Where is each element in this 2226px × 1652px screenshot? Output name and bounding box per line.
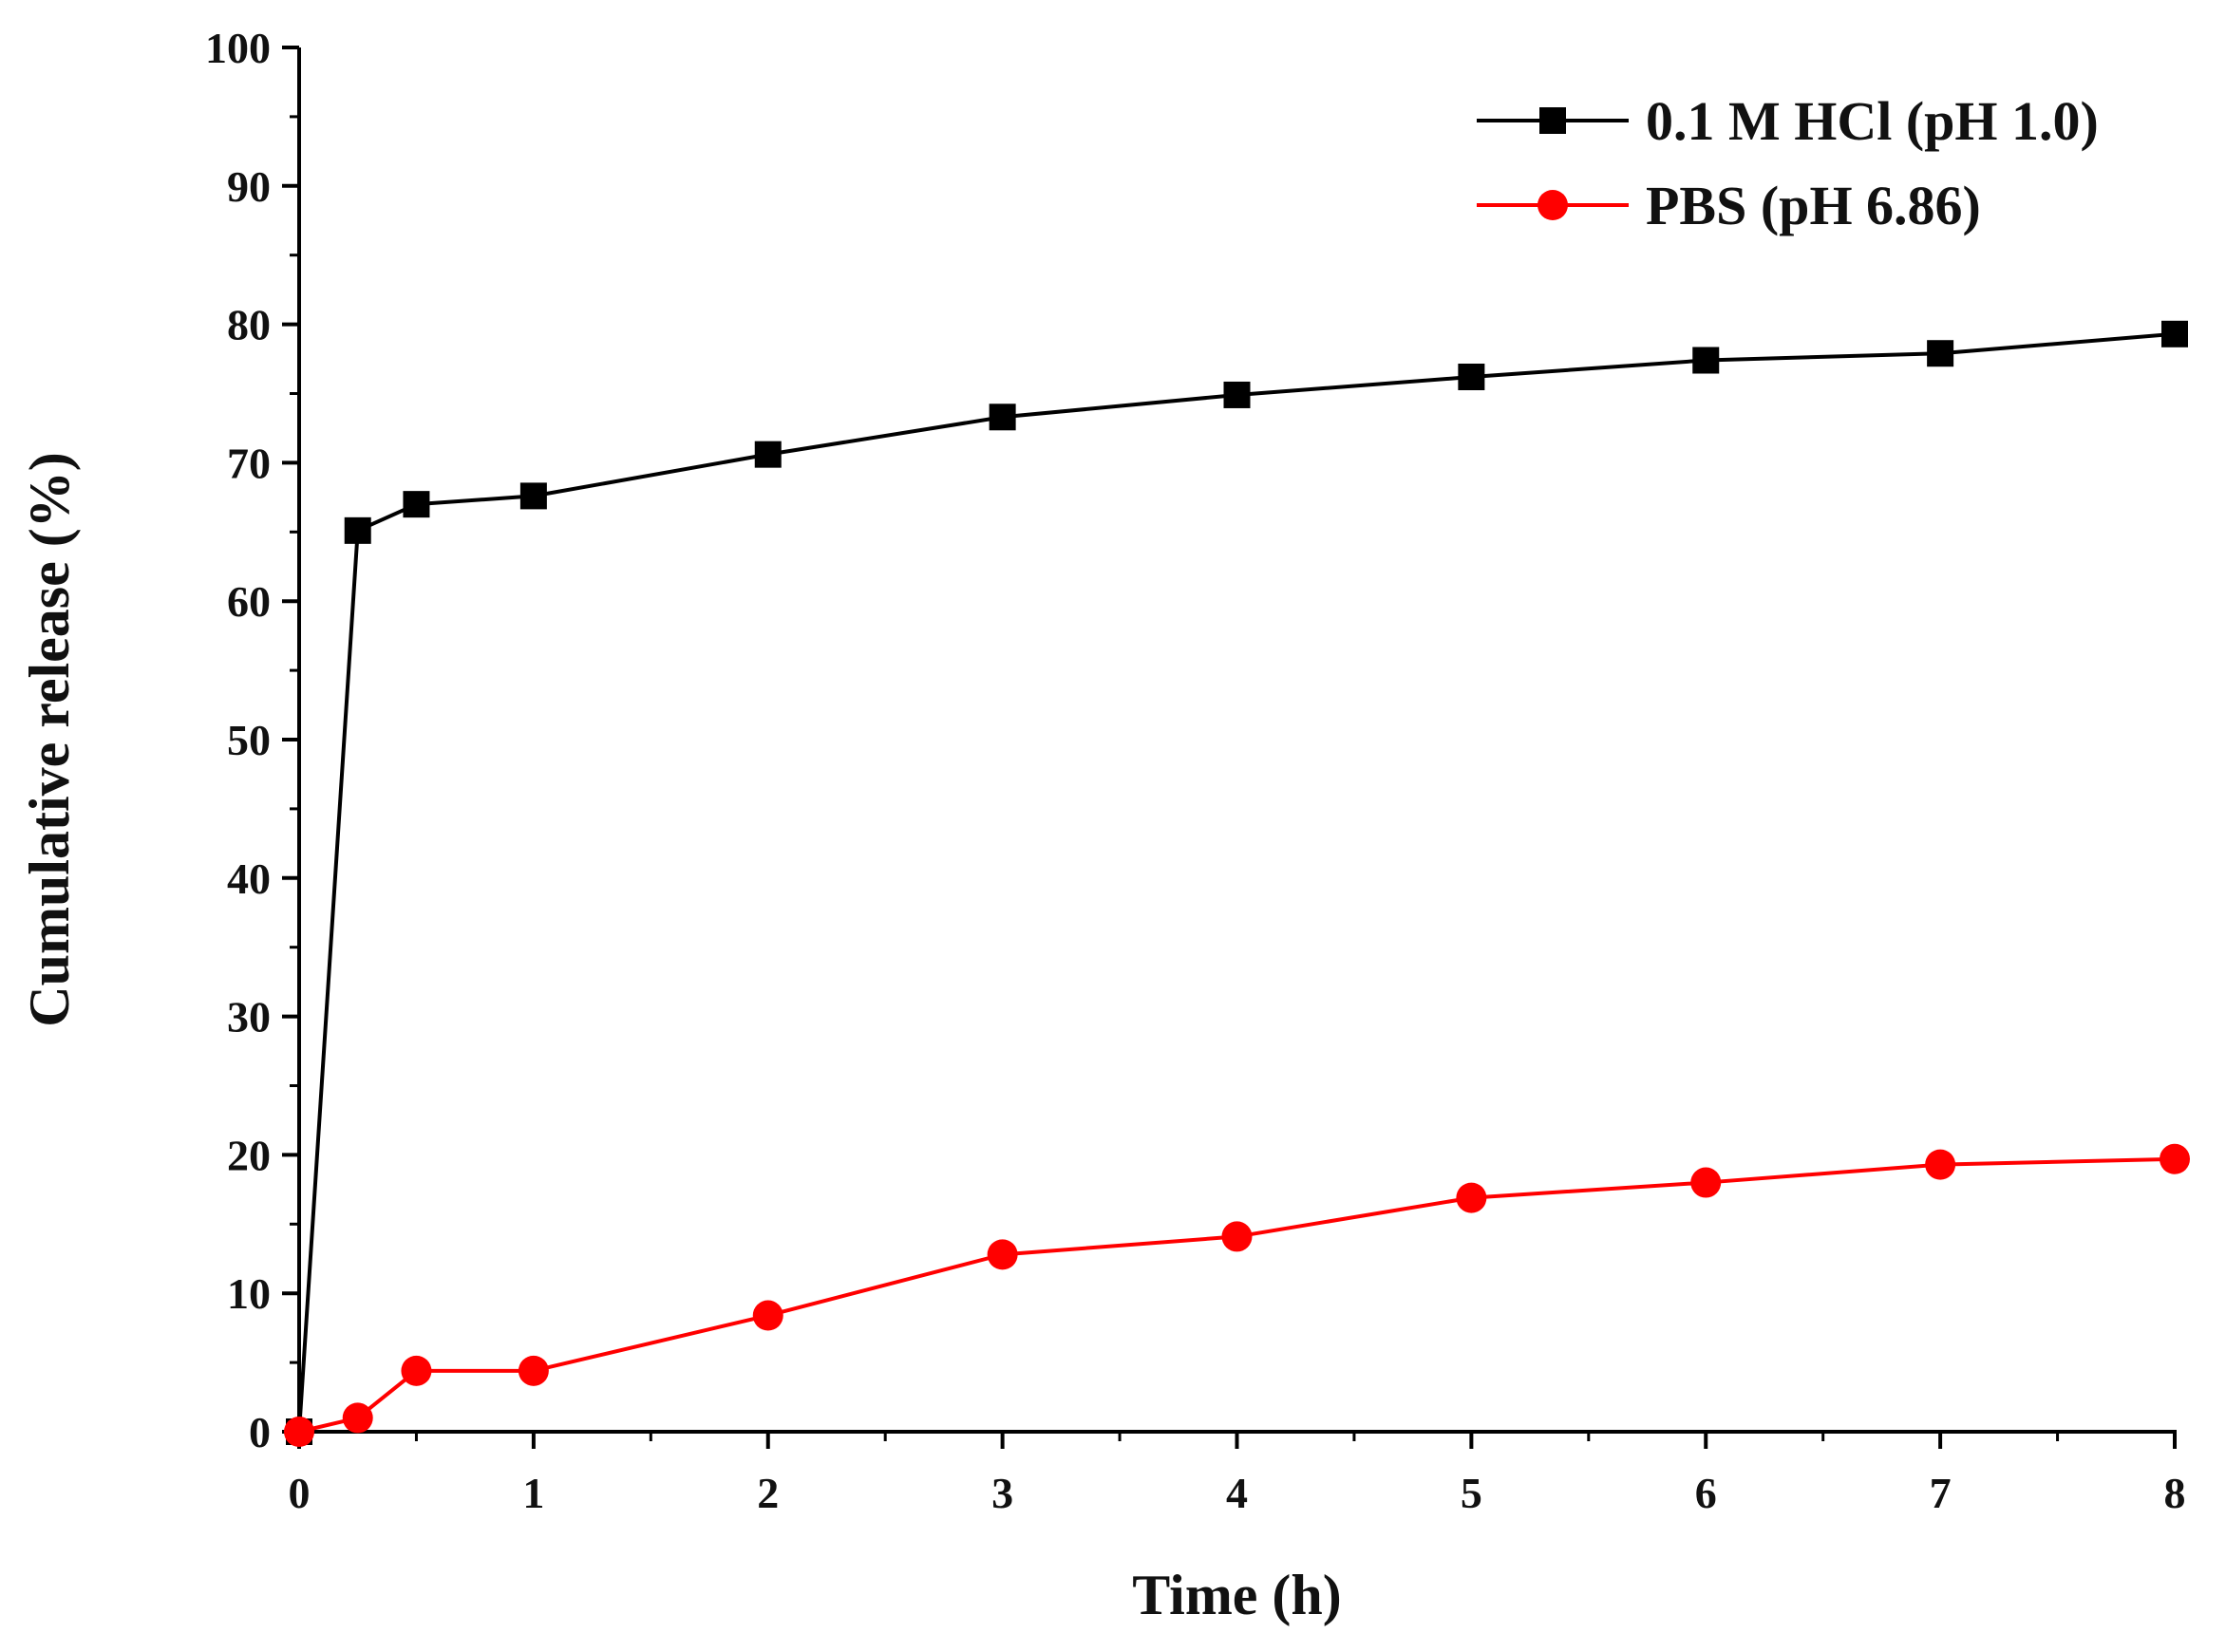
legend-marker-circle xyxy=(1537,190,1568,220)
y-tick-label: 30 xyxy=(227,993,271,1042)
x-tick-label: 7 xyxy=(1930,1469,1952,1517)
y-tick-label: 90 xyxy=(227,162,271,211)
x-tick-label: 0 xyxy=(289,1469,311,1517)
x-tick-label: 6 xyxy=(1695,1469,1717,1517)
data-point-square xyxy=(989,404,1016,431)
data-point-circle xyxy=(752,1300,783,1331)
legend-label: PBS (pH 6.86) xyxy=(1646,175,1981,236)
y-tick-label: 60 xyxy=(227,577,271,626)
y-tick-label: 20 xyxy=(227,1131,271,1179)
x-tick-label: 4 xyxy=(1226,1469,1248,1517)
data-point-circle xyxy=(1690,1167,1722,1198)
legend-marker-square xyxy=(1539,107,1566,134)
data-point-square xyxy=(403,491,430,518)
y-tick-label: 70 xyxy=(227,439,271,487)
data-point-square xyxy=(1927,340,1954,367)
data-point-circle xyxy=(518,1355,549,1386)
legend-label: 0.1 M HCl (pH 1.0) xyxy=(1646,90,2099,152)
x-axis-title: Time (h) xyxy=(1132,1564,1342,1626)
data-point-circle xyxy=(2160,1143,2190,1174)
series-line xyxy=(297,331,2176,1433)
data-point-circle xyxy=(1456,1182,1487,1213)
data-point-square xyxy=(754,441,782,468)
y-tick-label: 80 xyxy=(227,301,271,349)
data-point-circle xyxy=(987,1239,1018,1270)
y-tick-label: 10 xyxy=(227,1269,271,1318)
legend-item-1: 0.1 M HCl (pH 1.0) xyxy=(1477,90,2099,152)
data-point-circle xyxy=(1925,1149,1956,1180)
x-tick-label: 8 xyxy=(2164,1469,2186,1517)
data-point-circle xyxy=(284,1417,314,1447)
series-2 xyxy=(284,1143,2190,1447)
x-tick-label: 2 xyxy=(757,1469,779,1517)
data-point-square xyxy=(519,482,547,510)
data-point-square xyxy=(344,516,371,544)
y-tick-label: 50 xyxy=(227,716,271,764)
y-tick-label: 100 xyxy=(205,24,271,72)
y-tick-label: 0 xyxy=(249,1408,271,1456)
data-point-circle xyxy=(1221,1221,1253,1252)
data-point-square xyxy=(1458,364,1485,391)
data-point-square xyxy=(1692,347,1720,374)
legend-item-2: PBS (pH 6.86) xyxy=(1477,175,1981,236)
series-1 xyxy=(286,320,2188,1445)
y-tick-label: 40 xyxy=(227,854,271,903)
y-axis-title: Cumulative release (%) xyxy=(18,452,81,1026)
series-line xyxy=(298,1156,2176,1434)
data-point-circle xyxy=(401,1355,432,1386)
x-tick-label: 5 xyxy=(1461,1469,1482,1517)
x-tick-label: 1 xyxy=(522,1469,544,1517)
x-tick-label: 3 xyxy=(991,1469,1013,1517)
data-point-square xyxy=(1223,381,1251,408)
data-point-square xyxy=(2161,320,2188,347)
data-point-circle xyxy=(342,1402,373,1434)
